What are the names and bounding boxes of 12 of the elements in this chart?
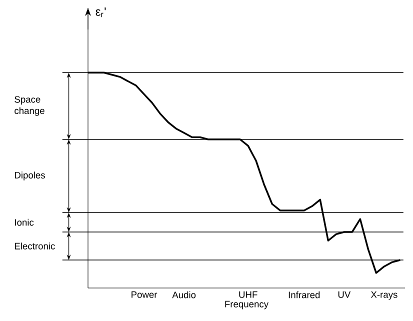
x-tick-label: Infrared xyxy=(288,291,320,298)
y-axis-title: ε$_{r}$' xyxy=(96,8,106,18)
text: Space change xyxy=(14,96,44,116)
x-tick-label: UHF xyxy=(239,291,258,298)
x-tick-label: UV xyxy=(338,291,351,298)
text: Ionic xyxy=(15,218,34,226)
x-tick-label: Audio xyxy=(172,291,196,298)
x-tick-label: Power xyxy=(132,291,158,298)
text: Electronic xyxy=(14,242,55,250)
x-axis-title: Frequency xyxy=(225,300,269,310)
x-tick-label: X-rays xyxy=(370,291,398,300)
text: Dipoles xyxy=(14,172,45,180)
